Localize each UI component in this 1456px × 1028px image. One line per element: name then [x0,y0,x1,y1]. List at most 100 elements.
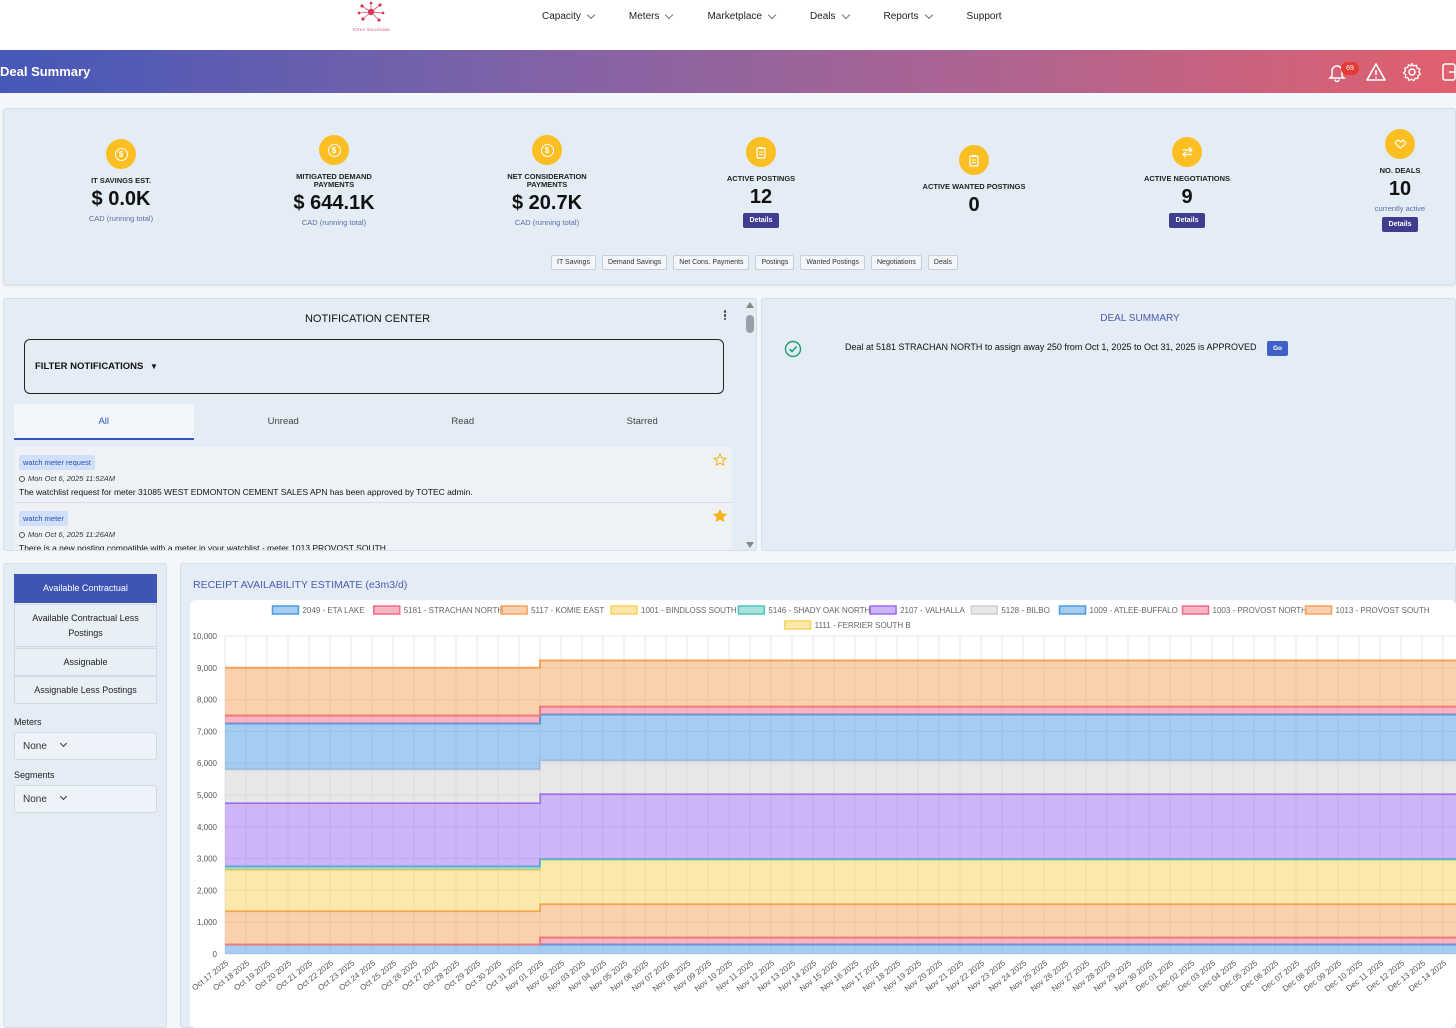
chevron-down-icon [59,792,67,801]
stat-sub: CAD (running total) [301,218,367,227]
notification-scrollbar[interactable] [744,300,756,550]
stat-sub: CAD (running total) [514,218,580,227]
legend-swatch [610,605,638,615]
chip-negotiations[interactable]: Negotiations [871,255,922,270]
series-area-1013-provost-south-line [225,659,1456,669]
series-area-5128-bilbo [225,760,1456,803]
nav-label: Deals [809,11,836,22]
chip-net-cons-payments[interactable]: Net Cons. Payments [673,255,750,270]
bell-icon[interactable] [1326,61,1348,83]
notification-text: The watchlist request for meter 31085 WE… [19,487,473,497]
legend-swatch [783,620,812,630]
totec-logo[interactable] [348,0,394,36]
stat-filter-chips: IT Savings Demand Savings Net Cons. Paym… [551,255,958,270]
series-area-1009-atlee-buffalo [225,714,1456,770]
legend-swatch [500,605,528,615]
legend-label: 2049 - ETA LAKE [302,606,364,615]
chevron-down-icon [841,10,850,20]
top-navbar: TOTEC SOLUTIONS Capacity Meters Marketpl… [0,0,1456,50]
y-tick-label: 10,000 [193,632,218,641]
page-title: Deal Summary [0,64,91,79]
tab-unread[interactable]: Unread [267,416,299,427]
logo-text: TOTEC SOLUTIONS [352,27,390,32]
clock-icon [19,476,25,483]
nav-meters[interactable]: Meters [629,10,674,22]
tab-all[interactable]: All [14,404,194,440]
chip-postings[interactable]: Postings [755,255,795,270]
legend-swatch [1058,605,1087,615]
y-tick-label: 8,000 [197,696,218,705]
option-assignable[interactable]: Assignable [14,648,157,676]
legend-label: 1003 - PROVOST NORTH [1213,606,1308,615]
gear-icon[interactable] [1401,61,1423,83]
clipboard-icon [746,137,776,167]
notification-time-text: Mon Oct 6, 2025 11:26AM [28,530,115,539]
filter-notifications-dropdown[interactable]: FILTER NOTIFICATIONS ▼ [24,339,724,394]
legend-label: 1009 - ATLEE-BUFFALO [1090,606,1178,615]
chevron-down-icon [924,10,933,20]
notification-count-badge: 69 [1341,62,1359,75]
option-available-contractual-less-postings[interactable]: Available Contractual Less Postings [14,604,157,647]
stat-value: $ 644.1K [293,192,375,214]
legend-swatch [1181,605,1210,615]
legend-label: 1001 - BINDLOSS SOUTH [641,606,737,615]
chevron-down-icon [767,10,777,20]
chip-demand-savings[interactable]: Demand Savings [601,255,668,270]
swap-arrows-icon [1172,137,1202,167]
legend-label: 1111 - FERRIER SOUTH B [815,621,911,630]
chip-it-savings[interactable]: IT Savings [551,255,596,270]
notification-text: There is a new posting compatible with a… [19,543,386,551]
stat-label: ACTIVE POSTINGS [726,174,796,183]
postings-details-button[interactable]: Details [742,213,780,228]
stat-net-consideration: $ NET CONSIDERATION PAYMENTS $ 20.7K CAD… [482,135,612,227]
tab-starred[interactable]: Starred [626,416,658,427]
stat-active-negotiations: ACTIVE NEGOTIATIONS 9 Details [1122,137,1252,228]
handshake-icon [1385,129,1415,159]
logout-icon[interactable] [1439,61,1456,83]
stat-no-deals: NO. DEALS 10 currently active Details [1335,129,1456,232]
main-nav: Capacity Meters Marketplace Deals Report… [542,10,1002,22]
nav-support[interactable]: Support [967,11,1002,22]
notification-item[interactable]: watch meter Mon Oct 6, 2025 11:26AM Ther… [14,503,732,551]
stat-value: $ 20.7K [511,192,583,214]
chevron-down-icon [586,10,596,20]
deal-summary-panel: DEAL SUMMARY Deal at 5181 STRACHAN NORTH… [761,298,1456,551]
nav-capacity[interactable]: Capacity [542,10,596,22]
option-assignable-less-postings[interactable]: Assignable Less Postings [14,676,157,704]
series-area-1013-provost-south [225,660,1456,716]
filter-label: FILTER NOTIFICATIONS [35,361,144,372]
notification-item[interactable]: watch meter request Mon Oct 6, 2025 11:5… [14,447,732,503]
nav-deals[interactable]: Deals [809,10,850,22]
stat-value: 12 [749,186,773,208]
series-area-5181-strachan-north [225,937,1456,945]
chip-deals[interactable]: Deals [927,255,958,270]
notification-list: watch meter request Mon Oct 6, 2025 11:5… [14,447,732,551]
meters-select[interactable]: None [14,732,157,760]
chip-wanted-postings[interactable]: Wanted Postings [800,255,865,270]
stat-label: MITIGATED DEMAND PAYMENTS [296,172,372,189]
deal-row: Deal at 5181 STRACHAN NORTH to assign aw… [784,339,1384,359]
chart-controls-panel: Available Contractual Available Contract… [3,563,167,1028]
tab-read[interactable]: Read [451,416,475,427]
kebab-menu-icon[interactable] [721,309,729,323]
dollar-coin-icon: $ [106,139,136,169]
meters-label: Meters [14,717,42,727]
nav-reports[interactable]: Reports [884,10,933,22]
y-tick-label: 1,000 [197,918,218,927]
legend-label: 5181 - STRACHAN NORTH [404,606,504,615]
nav-marketplace[interactable]: Marketplace [707,10,777,22]
y-tick-label: 4,000 [197,823,218,832]
star-filled-icon[interactable] [713,509,727,523]
nav-label: Capacity [542,11,581,22]
series-area-2107-valhalla [225,794,1456,867]
deals-details-button[interactable]: Details [1381,217,1419,232]
legend-swatch [737,605,766,615]
star-outline-icon[interactable] [713,453,727,467]
option-available-contractual[interactable]: Available Contractual [14,574,157,603]
warning-icon[interactable] [1365,61,1387,83]
segments-select[interactable]: None [14,785,157,813]
negotiations-details-button[interactable]: Details [1168,213,1206,228]
series-area-1003-provost-north [225,706,1456,724]
deal-go-button[interactable]: Go [1267,341,1289,356]
y-tick-label: 7,000 [197,727,218,736]
